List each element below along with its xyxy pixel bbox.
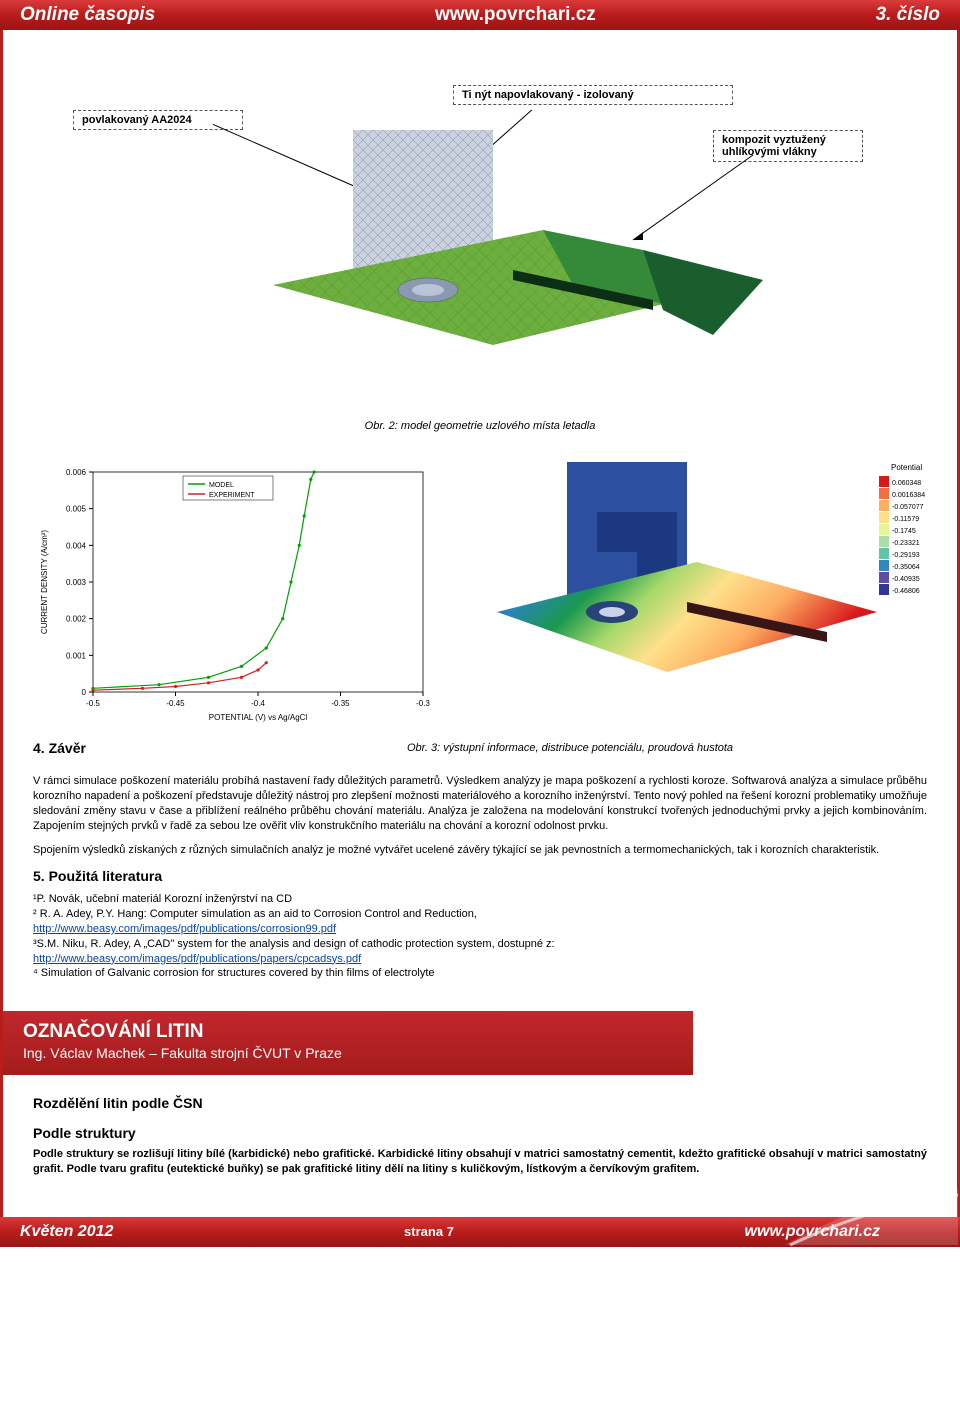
article2-header-panel: OZNAČOVÁNÍ LITIN Ing. Václav Machek – Fa… [3,1011,693,1075]
geometry-diagram: povlakovaný AA2024 Ti nýt napovlakovaný … [33,50,927,410]
svg-text:-0.3: -0.3 [416,699,430,708]
logo-swoosh-icon [780,1187,960,1247]
svg-text:-0.1745: -0.1745 [892,528,916,535]
svg-text:-0.5: -0.5 [86,699,100,708]
figure3-row: 0 0.001 0.002 0.003 0.004 0.005 0.006 -0.5 -0.45… [33,452,927,732]
footer-bar: Květen 2012 strana 7 www.povrchari.cz [0,1217,960,1247]
article2-para1: Podle struktury se rozlišují litiny bílé… [33,1147,927,1177]
figure3-caption: Obr. 3: výstupní informace, distribuce p… [213,742,927,754]
svg-text:-0.35: -0.35 [331,699,350,708]
svg-text:0.060348: 0.060348 [892,480,921,487]
svg-text:CURRENT DENSITY (A/cm²): CURRENT DENSITY (A/cm²) [40,530,49,634]
svg-text:-0.23321: -0.23321 [892,540,920,547]
ref2: ² R. A. Adey, P.Y. Hang: Computer simula… [33,907,927,922]
page-content: povlakovaný AA2024 Ti nýt napovlakovaný … [3,30,957,1217]
legend-title: Potential [891,463,922,472]
svg-text:-0.11579: -0.11579 [892,516,919,523]
svg-text:0.006: 0.006 [66,468,87,477]
article2-h3a: Rozdělění litin podle ČSN [33,1095,927,1111]
potential-distribution-viz: 0.060348 0.0016384 -0.057077 -0.11579 -0.174… [467,452,927,712]
ref1: ¹P. Novák, učební materiál Korozní inžen… [33,892,927,907]
section5-title: 5. Použitá literatura [33,868,927,884]
section4-para2: Spojením výsledků získaných z různých si… [33,843,927,858]
svg-text:0: 0 [82,688,87,697]
svg-text:0.0016384: 0.0016384 [892,492,925,499]
header-mid: www.povrchari.cz [435,4,596,26]
ref3-link[interactable]: http://www.beasy.com/images/pdf/publicat… [33,953,361,965]
svg-text:-0.45: -0.45 [166,699,185,708]
svg-text:-0.29193: -0.29193 [892,552,920,559]
callout-top: Ti nýt napovlakovaný - izolovaný [453,85,733,105]
svg-text:0.001: 0.001 [66,651,87,660]
ref2-link[interactable]: http://www.beasy.com/images/pdf/publicat… [33,923,336,935]
section4-para1: V rámci simulace poškození materiálu pro… [33,774,927,833]
svg-text:-0.4: -0.4 [251,699,265,708]
references: ¹P. Novák, učební materiál Korozní inžen… [33,892,927,981]
footer-mid: strana 7 [404,1224,454,1239]
article2-h3b: Podle struktury [33,1125,927,1141]
svg-text:-0.40935: -0.40935 [892,576,920,583]
current-density-chart: 0 0.001 0.002 0.003 0.004 0.005 0.006 -0.5 -0.45… [33,452,433,732]
svg-text:MODEL: MODEL [209,482,234,489]
article2-subtitle: Ing. Václav Machek – Fakulta strojní ČVU… [23,1045,673,1061]
header-left: Online časopis [20,4,155,26]
model-3d-svg [213,110,773,390]
svg-text:0.004: 0.004 [66,541,87,550]
article2-title: OZNAČOVÁNÍ LITIN [23,1021,673,1043]
svg-text:-0.46806: -0.46806 [892,588,920,595]
ref3: ³S.M. Niku, R. Adey, A „CAD" system for … [33,937,927,952]
svg-text:0.005: 0.005 [66,505,87,514]
svg-text:-0.057077: -0.057077 [892,504,924,511]
svg-text:-0.35064: -0.35064 [892,564,920,571]
figure2-caption: Obr. 2: model geometrie uzlového místa l… [33,420,927,432]
svg-text:EXPERIMENT: EXPERIMENT [209,492,255,499]
header-bar: Online časopis www.povrchari.cz 3. číslo [0,0,960,30]
svg-text:0.003: 0.003 [66,578,87,587]
ref4: ⁴ Simulation of Galvanic corrosion for s… [33,966,927,981]
header-right: 3. číslo [876,4,940,26]
svg-text:POTENTIAL (V) vs Ag/AgCl: POTENTIAL (V) vs Ag/AgCl [209,713,308,722]
svg-text:0.002: 0.002 [66,615,87,624]
footer-left: Květen 2012 [20,1223,113,1241]
